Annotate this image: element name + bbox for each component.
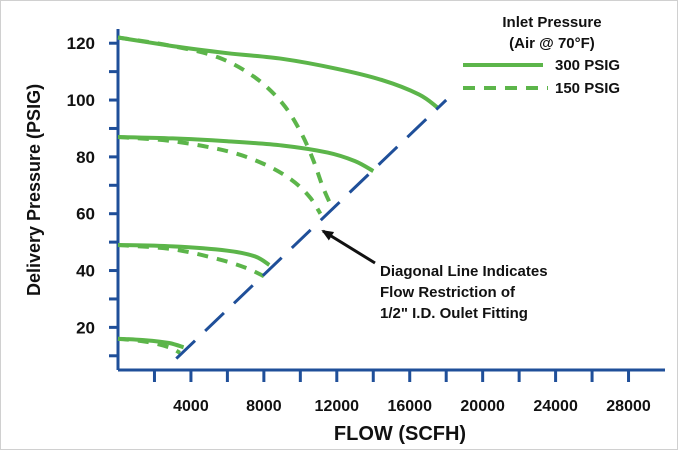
series-line-150-psig-3 [117,336,181,355]
legend-entry-300: 300 PSIG [555,57,620,74]
legend-title-line1: Inlet Pressure [502,14,601,31]
legend: Inlet Pressure (Air @ 70°F) 300 PSIG 150… [463,14,620,97]
x-axis-title: FLOW (SCFH) [334,423,466,445]
series-line-300-psig-2 [117,243,271,267]
y-tick-label: 100 [67,91,95,110]
y-axis-title: Delivery Pressure (PSIG) [24,84,44,296]
x-tick-label: 8000 [246,398,282,415]
annotation-line-1: Diagonal Line Indicates [380,263,548,280]
x-tick-label: 24000 [533,398,578,415]
series-line-150-psig-1 [117,135,323,215]
series-line-150-psig-2 [117,243,265,279]
legend-title-line2: (Air @ 70°F) [509,35,595,52]
series-line-150-psig-0 [117,35,332,204]
annotation: Diagonal Line Indicates Flow Restriction… [321,229,548,322]
series-line-flow-restriction-line-0 [175,98,448,360]
series-line-300-psig-0 [117,35,439,109]
y-tick-label: 40 [76,262,95,281]
series-line-300-psig-3 [117,336,185,350]
y-tick-label: 120 [67,34,95,53]
legend-entry-150: 150 PSIG [555,80,620,97]
x-tick-label: 20000 [460,398,505,415]
x-tick-label: 16000 [387,398,432,415]
annotation-line-2: Flow Restriction of [380,284,516,301]
y-tick-label: 60 [76,205,95,224]
x-tick-label: 12000 [315,398,360,415]
y-tick-label: 20 [76,318,95,337]
annotation-arrow [321,229,376,265]
annotation-line-3: 1/2" I.D. Oulet Fitting [380,305,528,322]
x-tick-label: 4000 [173,398,209,415]
y-tick-label: 80 [76,148,95,167]
series-line-300-psig-1 [117,135,375,173]
x-tick-label: 28000 [606,398,651,415]
